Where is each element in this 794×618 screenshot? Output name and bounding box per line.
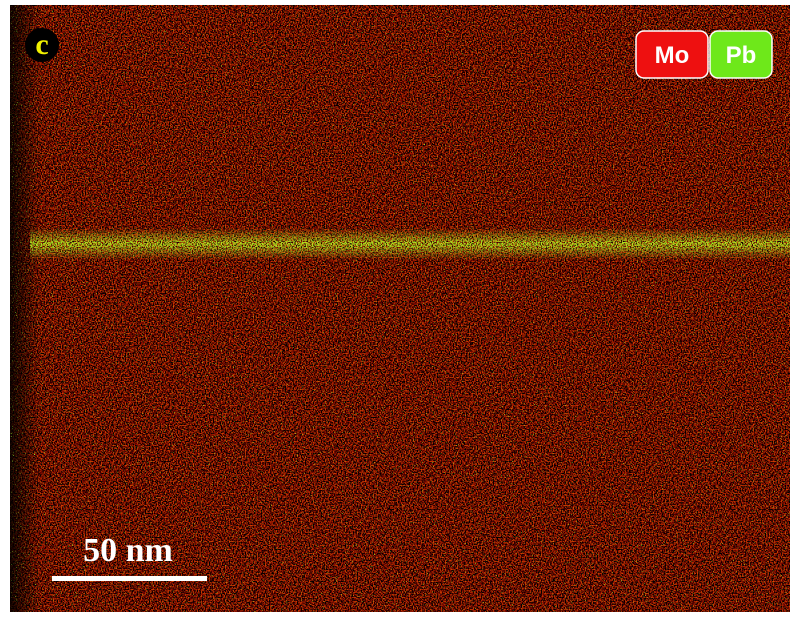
pb-signal — [10, 5, 790, 612]
page: {"panel_label": "c", "legend": {"items":… — [0, 0, 794, 618]
panel-label: c — [35, 28, 48, 61]
eds-map: c Mo Pb 50 nm — [0, 0, 794, 618]
legend-pb: Pb — [726, 42, 757, 69]
pb-band — [30, 228, 790, 260]
scale-bar — [52, 576, 207, 581]
scale-bar-label: 50 nm — [83, 532, 173, 569]
pb-band-noise — [30, 228, 790, 260]
legend-mo: Mo — [655, 42, 690, 69]
